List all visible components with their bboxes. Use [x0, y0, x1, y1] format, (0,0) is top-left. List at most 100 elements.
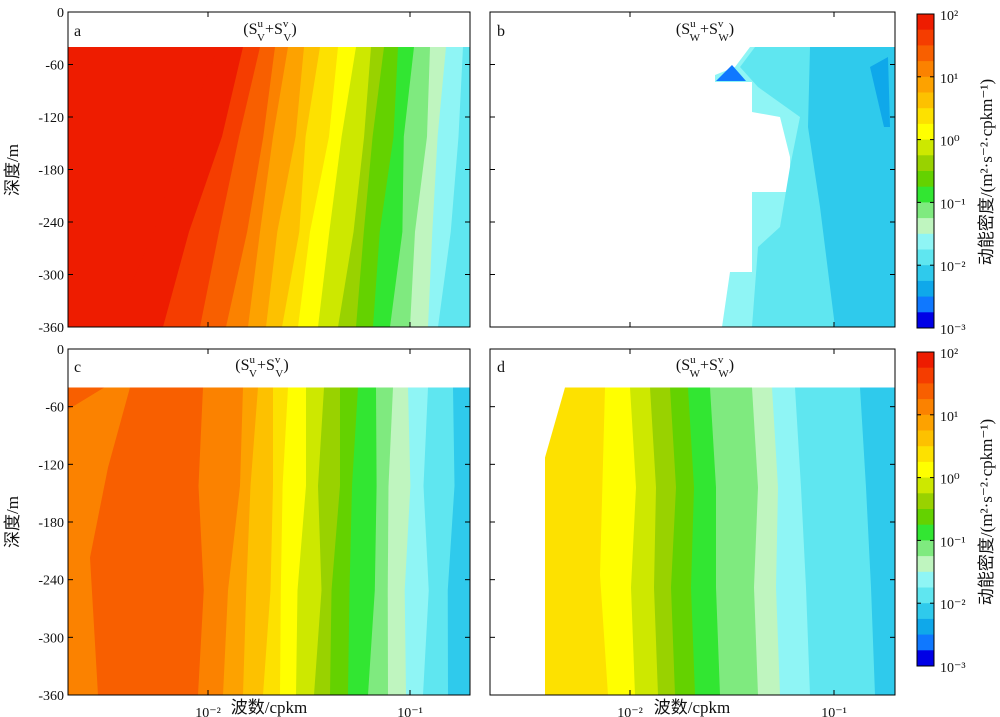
y-tick-label: 0 [57, 6, 64, 21]
band-contour [808, 47, 895, 327]
colorbar-swatch [917, 461, 934, 479]
colorbar-label-top: 动能密度/(m²·s⁻²·cpkm⁻¹) [977, 79, 996, 265]
colorbar-swatch [917, 603, 934, 620]
panel-a-contours [68, 12, 470, 327]
no-data-strip [490, 349, 895, 388]
colorbar-tick-label: 10⁻¹ [940, 535, 966, 550]
panel-d-letter: d [497, 359, 505, 376]
y-tick-label: -180 [38, 516, 64, 531]
axis-ticks: 0 -60 -120 -180 -240 -300 -360 0 -60 -120 -180 -240… [38, 6, 895, 717]
colorbar-swatch [917, 202, 934, 219]
colorbar-swatch [917, 155, 934, 172]
colorbar-swatch [917, 618, 934, 636]
colorbar-top: 10² 10¹ 10⁰ 10⁻¹ 10⁻² 10⁻³ [916, 9, 966, 338]
y-axis-label-bottom: 深度/m [3, 496, 22, 548]
panel-a: (Su V+Sv V) a [67, 11, 471, 328]
colorbar-swatch [917, 233, 934, 250]
x-axis-label-left: 波数/cpkm [231, 698, 308, 717]
colorbar-swatch [917, 524, 934, 541]
colorbar-swatch [917, 92, 934, 109]
x-tick-label: 10⁻² [617, 706, 643, 717]
colorbar-swatch [917, 76, 934, 93]
panel-d-contours [490, 349, 895, 695]
colorbar-frame [916, 13, 935, 329]
x-tick-label: 10⁻² [195, 706, 221, 717]
colorbar-swatch [917, 139, 934, 156]
colorbar-swatch [917, 399, 934, 416]
colorbar-swatch [917, 634, 934, 651]
colorbar-swatch [917, 249, 934, 266]
panel-b: (Su W+Sv W) b [489, 11, 896, 328]
colorbar-tick-label: 10⁻¹ [940, 197, 966, 212]
y-axis-label-top: 深度/m [3, 144, 22, 196]
colorbar-swatch [917, 509, 934, 526]
colorbar-swatch [917, 367, 934, 384]
x-tick-label: 10⁻¹ [397, 706, 423, 717]
colorbar-swatch [917, 352, 934, 369]
colorbar-swatch [917, 171, 934, 188]
colorbar-swatch [917, 477, 934, 494]
colorbar-swatch [917, 108, 934, 125]
colorbar-swatch [917, 123, 934, 141]
band-contour [716, 65, 746, 81]
y-tick-label: -120 [38, 111, 64, 126]
colorbar-swatch [917, 587, 934, 604]
colorbar-swatch [917, 414, 934, 431]
colorbar-swatch [917, 280, 934, 298]
y-tick-label: 0 [57, 343, 64, 358]
y-tick-label: -180 [38, 164, 64, 179]
colorbar-bottom: 10² 10¹ 10⁰ 10⁻¹ 10⁻² 10⁻³ [916, 347, 966, 676]
band-contour [438, 47, 470, 327]
band-contour [870, 57, 890, 127]
y-tick-label: -300 [38, 269, 64, 284]
colorbar-tick-label: 10⁰ [940, 135, 960, 150]
colorbar-tick-label: 10⁰ [940, 473, 960, 488]
colorbar-swatch [917, 14, 934, 31]
panel-d: (Su W+Sv W) d [489, 348, 896, 696]
y-tick-label: -360 [38, 321, 64, 336]
colorbar-tick-label: 10² [940, 9, 958, 24]
no-data-strip [68, 12, 470, 47]
colorbar-tick-label: 10¹ [940, 410, 958, 425]
colorbar-swatch [917, 61, 934, 78]
panel-b-contours [490, 12, 895, 327]
colorbar-tick-label: 10² [940, 347, 958, 362]
band-contour [68, 387, 104, 410]
y-tick-label: -60 [45, 401, 64, 416]
colorbar-swatch [917, 296, 934, 313]
band-contour [447, 387, 470, 695]
colorbar-swatch [917, 446, 934, 463]
x-axis-label-right: 波数/cpkm [654, 698, 731, 717]
no-data-strip [490, 12, 895, 47]
colorbar-swatch [917, 650, 934, 667]
colorbar-swatch [917, 383, 934, 400]
y-tick-label: -60 [45, 59, 64, 74]
panel-b-letter: b [497, 23, 505, 40]
colorbar-frame [916, 351, 935, 667]
no-data-strip [68, 349, 470, 388]
x-tick-label: 10⁻¹ [821, 706, 847, 717]
panel-a-letter: a [74, 23, 81, 40]
panel-c-letter: c [74, 359, 81, 376]
y-tick-label: -360 [38, 689, 64, 704]
band-contour [68, 387, 130, 695]
band-contour [860, 387, 895, 695]
colorbar-swatch [917, 265, 934, 282]
y-tick-label: -300 [38, 631, 64, 646]
colorbar-swatch [917, 540, 934, 557]
panel-c-contours [68, 349, 470, 695]
colorbar-tick-label: 10⁻² [940, 260, 966, 275]
colorbar-swatch [917, 29, 934, 46]
colorbar-swatch [917, 218, 934, 235]
y-tick-label: -240 [38, 216, 64, 231]
y-tick-label: -120 [38, 458, 64, 473]
colorbar-swatch [917, 571, 934, 588]
colorbar-tick-label: 10⁻² [940, 598, 966, 613]
colorbar-swatch [917, 45, 934, 62]
colorbar-tick-label: 10¹ [940, 72, 958, 87]
colorbar-label-bottom: 动能密度/(m²·s⁻²·cpkm⁻¹) [977, 419, 996, 605]
colorbar-swatch [917, 556, 934, 573]
colorbar-tick-label: 10⁻³ [940, 323, 966, 338]
panel-c: (Su V+Sv V) c [67, 348, 471, 696]
